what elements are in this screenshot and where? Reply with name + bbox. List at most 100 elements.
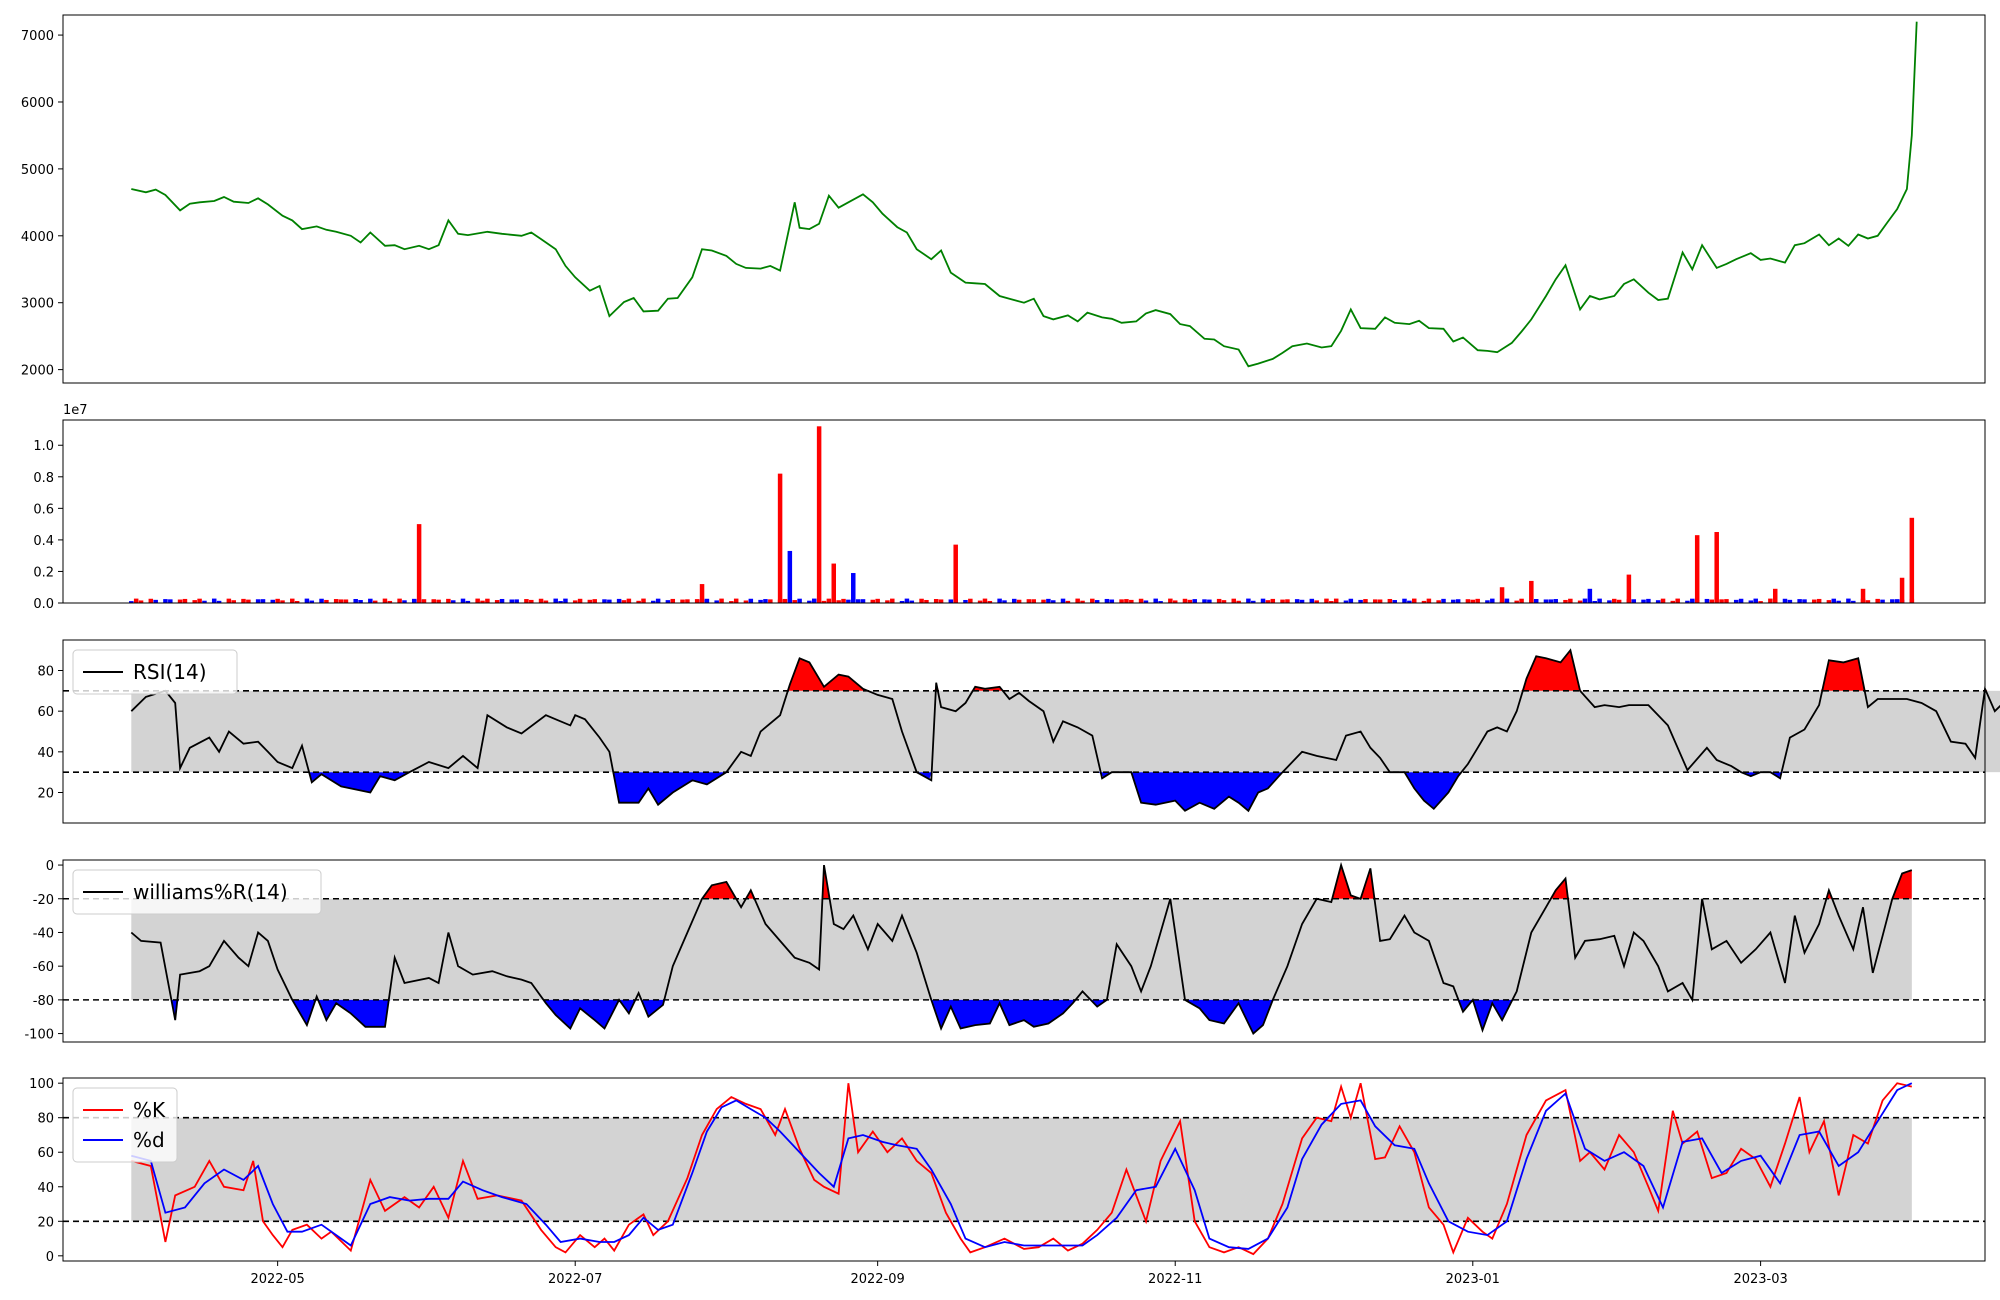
volume-bar — [1377, 599, 1383, 603]
volume-bar — [1694, 535, 1700, 603]
volume-bar — [1563, 599, 1568, 603]
volume-bar — [177, 599, 183, 603]
volume-bar — [636, 600, 641, 603]
y-tick-label: -20 — [33, 893, 54, 908]
volume-bar — [1294, 599, 1300, 603]
y-tick-label: 6000 — [21, 96, 54, 111]
volume-bar — [846, 599, 851, 603]
volume-bar — [1485, 600, 1490, 603]
volume-bar — [1504, 598, 1510, 603]
volume-bar — [1592, 601, 1597, 603]
volume-bar — [1655, 600, 1661, 603]
volume-bar — [1890, 599, 1895, 603]
volume-bar — [553, 598, 558, 603]
volume-bar — [1543, 599, 1549, 603]
volume-bar — [1865, 600, 1871, 603]
volume-bar — [1529, 580, 1534, 603]
volume-bar — [719, 598, 724, 603]
volume-bar — [524, 599, 529, 603]
volume-bar — [577, 598, 583, 603]
volume-bar — [621, 600, 627, 603]
volume-bar — [558, 601, 563, 603]
volume-bar — [987, 600, 993, 603]
volume-bar — [1343, 600, 1349, 603]
volume-bar — [1514, 600, 1519, 603]
volume-bar — [1124, 599, 1129, 603]
volume-bar — [616, 598, 622, 603]
volume-bar — [1738, 598, 1744, 603]
panel-williams: 0 -20 -40 -60 -80 -100 williams%R(14) — [24, 859, 1986, 1043]
volume-bar — [602, 599, 607, 603]
y-tick-label: 20 — [37, 1215, 54, 1230]
volume-bar — [948, 599, 954, 603]
x-tick-label: 2023-03 — [1733, 1272, 1787, 1287]
volume-bar — [465, 600, 471, 603]
y-tick-label: -80 — [33, 994, 54, 1009]
volume-bar — [1387, 598, 1393, 603]
volume-bar — [763, 599, 768, 603]
volume-bar — [1002, 600, 1007, 603]
volume-bar — [1280, 599, 1285, 603]
volume-bar — [885, 600, 890, 603]
volume-bar — [875, 598, 880, 603]
y-tick-label: -100 — [24, 1028, 54, 1043]
y-tick-label: 0.2 — [33, 565, 54, 580]
y-tick-label: 80 — [37, 665, 54, 680]
volume-bar — [870, 599, 876, 603]
volume-bar — [1787, 599, 1793, 603]
panel-frame — [62, 1077, 1986, 1262]
k-line — [131, 1082, 1913, 1256]
volume-offset-label: 1e7 — [63, 403, 88, 418]
volume-bar — [372, 600, 378, 603]
volume-bar — [1436, 600, 1441, 603]
volume-bar — [1626, 574, 1632, 603]
volume-bar — [338, 599, 344, 603]
volume-bar — [509, 599, 515, 603]
volume-bar — [1831, 598, 1837, 603]
volume-bar — [1251, 600, 1256, 603]
volume-bar — [919, 598, 924, 603]
volume-bar — [1187, 599, 1193, 603]
volume-bar — [138, 600, 144, 603]
volume-bar — [514, 599, 519, 603]
volume-bar — [246, 599, 251, 603]
volume-bar — [1129, 599, 1134, 603]
volume-bar — [1246, 598, 1251, 603]
volume-bar — [607, 599, 612, 603]
volume-bar — [280, 600, 285, 603]
volume-bar — [1104, 598, 1110, 603]
volume-bar — [387, 600, 393, 603]
volume-bar — [729, 601, 734, 603]
y-tick-label: 2000 — [21, 364, 54, 379]
volume-bar — [694, 599, 700, 603]
volume-bar — [1080, 600, 1085, 603]
volume-bar — [1846, 598, 1851, 603]
volume-bar — [1270, 598, 1276, 603]
volume-bar — [197, 598, 202, 603]
volume-bar — [1499, 587, 1505, 603]
volume-bar — [1153, 598, 1158, 603]
volume-bar — [1607, 600, 1612, 603]
volume-bar — [1441, 598, 1446, 603]
volume-bar — [1685, 600, 1690, 603]
volume-bar — [163, 599, 168, 603]
volume-bar — [1646, 598, 1651, 603]
volume-bar — [1826, 600, 1832, 603]
neutral-band — [131, 690, 2000, 773]
legend-label: RSI(14) — [133, 660, 207, 684]
volume-bar — [1675, 598, 1680, 603]
y-tick-label: 0.8 — [33, 471, 54, 486]
volume-bar — [748, 598, 754, 603]
volume-bar — [1860, 588, 1866, 603]
volume-bar — [1690, 598, 1695, 603]
volume-bar — [1329, 601, 1334, 603]
volume-bar — [1231, 598, 1237, 603]
x-tick-label: 2023-01 — [1446, 1272, 1500, 1287]
volume-bar — [1612, 598, 1617, 603]
volume-bar — [148, 598, 154, 603]
y-tick-label: 60 — [37, 705, 54, 720]
volume-bar — [543, 600, 549, 603]
volume-bar — [968, 598, 973, 603]
legend-label: %K — [133, 1098, 166, 1122]
volume-bar — [982, 598, 988, 603]
